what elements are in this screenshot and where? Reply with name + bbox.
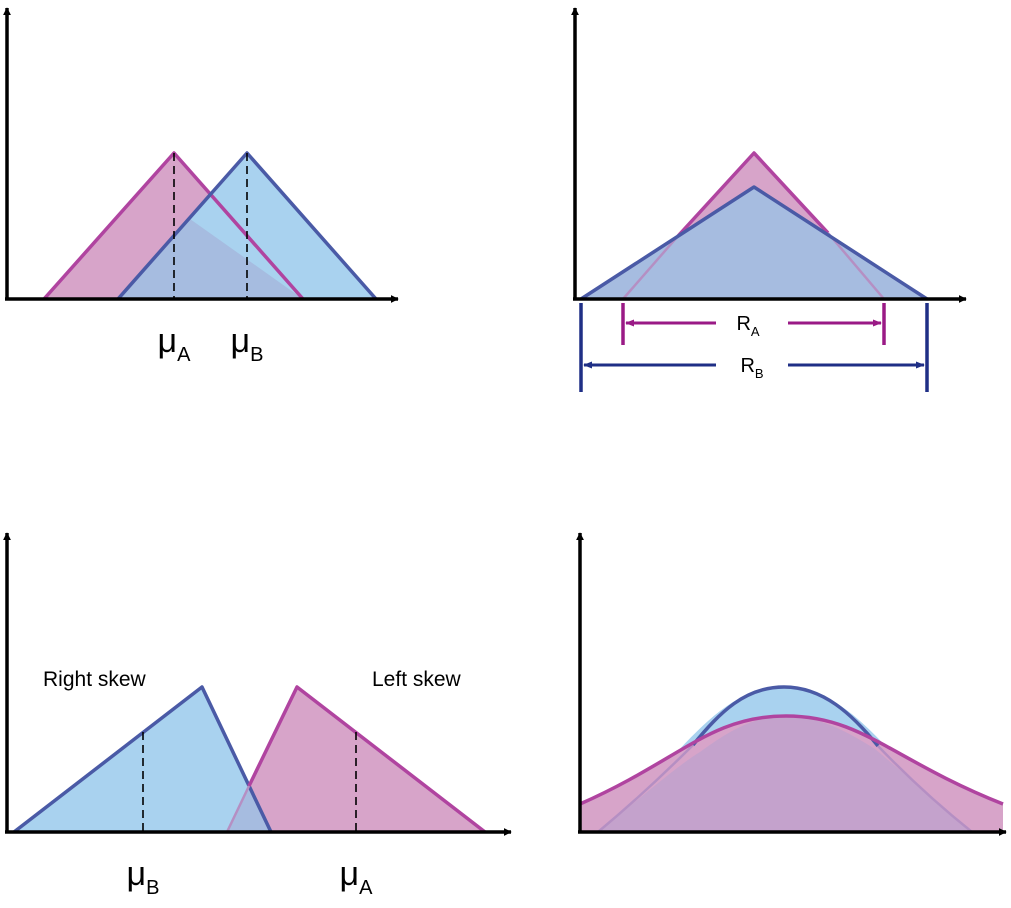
overlap-region: [118, 219, 303, 299]
wide-curve-outline: [579, 714, 1004, 806]
distribution-b-outline: [580, 185, 928, 301]
panel-skewed-distributions: Right skew Left skew μB μA: [3, 532, 512, 899]
distribution-a-upper-outline: [676, 151, 830, 238]
overlap-region: [598, 716, 972, 832]
mean-b-label: μB: [127, 855, 160, 899]
narrow-curve-faint-right: [877, 745, 973, 833]
right-skew-outline: [12, 685, 273, 834]
left-skew-faint-edge: [225, 785, 251, 833]
left-skew-label: Left skew: [372, 668, 462, 691]
right-skew-label: Right skew: [43, 668, 147, 691]
distribution-b-fill: [581, 187, 927, 299]
panel-different-means: μA μB: [3, 7, 399, 366]
left-skew-outline: [247, 685, 487, 834]
mean-a-label: μA: [340, 855, 374, 899]
narrow-curve-outline: [691, 685, 880, 748]
panel-different-ranges: RA RB: [571, 7, 967, 392]
distribution-a-left-faint: [622, 235, 679, 300]
mean-a-label: μA: [158, 322, 192, 366]
distribution-a-right-faint: [827, 232, 885, 300]
narrow-curve-faint-left: [597, 744, 694, 833]
mean-b-label: μB: [231, 322, 264, 366]
range-a-label: RA: [736, 313, 759, 339]
range-b-label: RB: [740, 355, 763, 381]
overlap-region: [227, 786, 271, 832]
panel-bell-curves: [576, 532, 1007, 836]
